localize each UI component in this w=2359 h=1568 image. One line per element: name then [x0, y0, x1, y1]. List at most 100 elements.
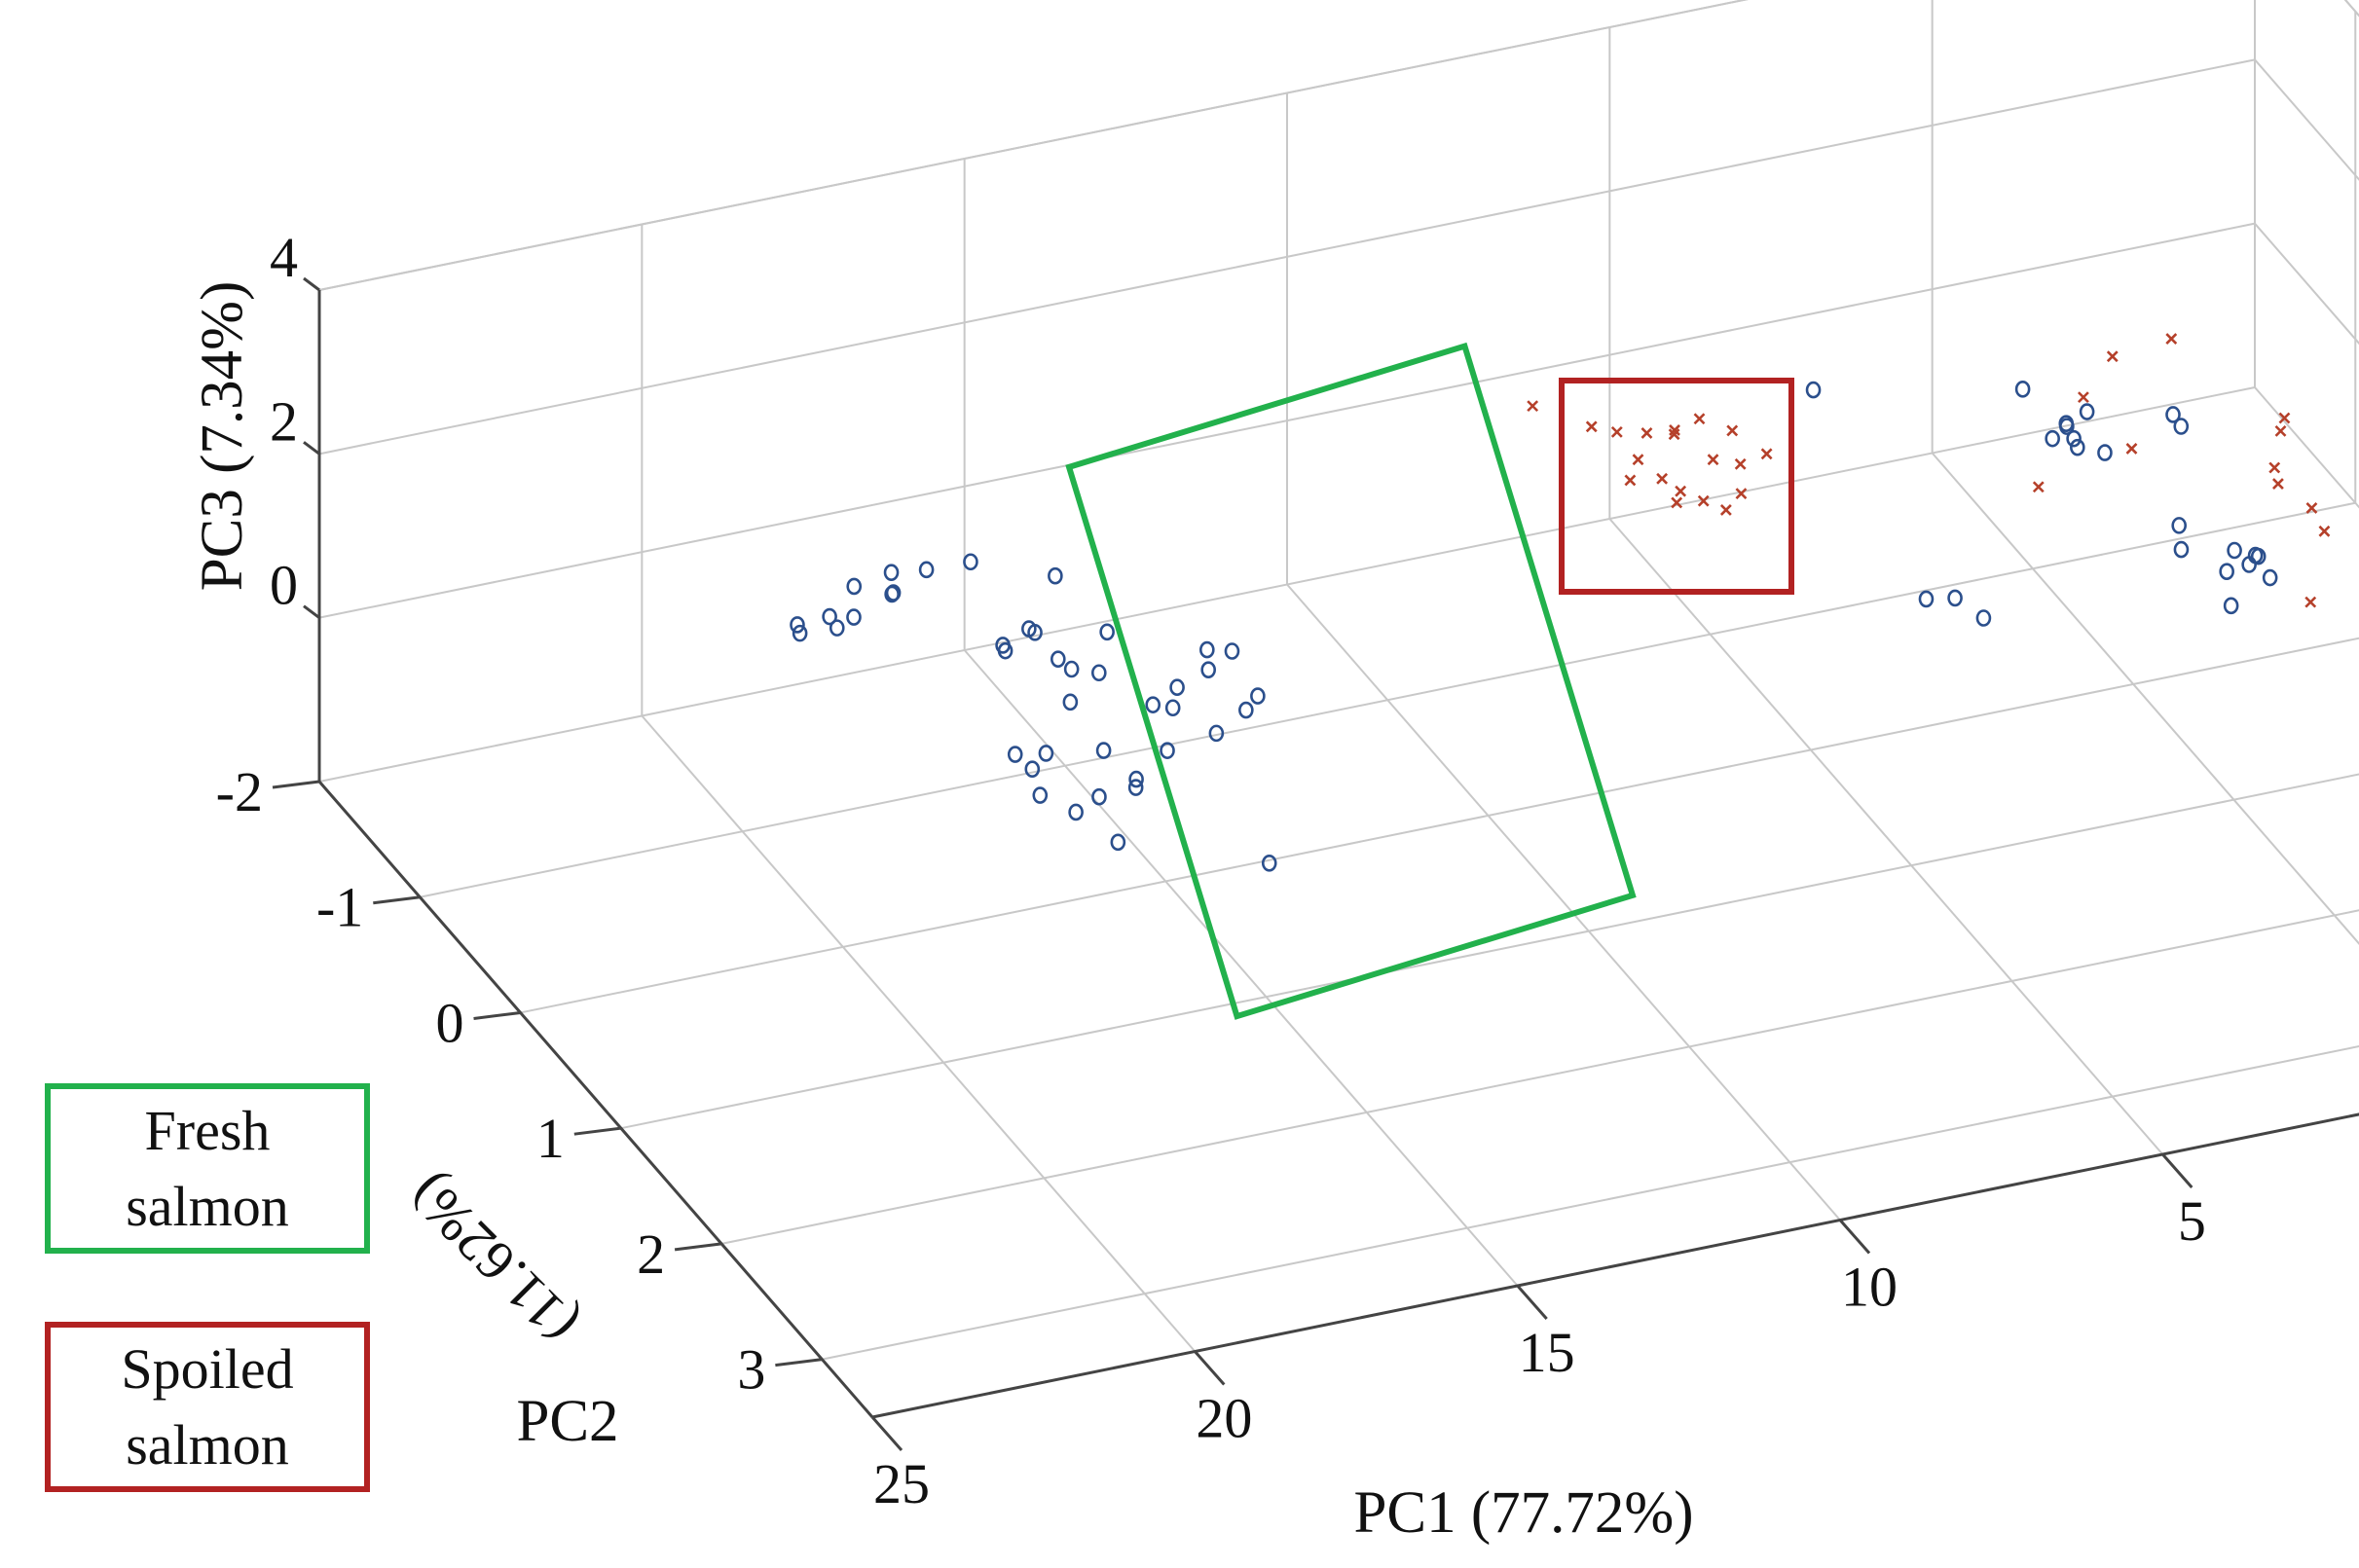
legend-spoiled-line1: Spoiled: [121, 1336, 294, 1401]
fresh-salmon-point: [2070, 438, 2085, 456]
spoiled-salmon-point: [1656, 472, 1669, 485]
spoiled-salmon-point: [2125, 442, 2138, 455]
spoiled-salmon-point: [1669, 423, 1680, 436]
x-tick-mark: [1516, 1285, 1548, 1320]
y-tick-label: -1: [316, 876, 363, 939]
spoiled-salmon-point: [2078, 391, 2089, 404]
spoiled-salmon-point: [2305, 501, 2318, 514]
spoiled-salmon-point: [1697, 494, 1710, 507]
x-tick-mark: [1838, 1219, 1871, 1255]
spoiled-salmon-point: [1735, 488, 1748, 500]
z-tick-mark: [303, 441, 320, 456]
fresh-salmon-point: [1091, 787, 1107, 806]
spoiled-salmon-point: [2165, 333, 2178, 345]
y-tick-label: 3: [737, 1338, 765, 1402]
fresh-salmon-point: [1068, 803, 1084, 821]
x-tick-mark: [870, 1416, 903, 1451]
fresh-salmon-point: [963, 553, 978, 571]
y-tick-mark: [272, 780, 320, 789]
fresh-salmon-point: [1027, 624, 1043, 641]
spoiled-salmon-point: [1726, 424, 1739, 437]
fresh-salmon-point: [2059, 418, 2075, 435]
spoiled-salmon-point: [1707, 454, 1719, 466]
fresh-salmon-point: [2045, 429, 2060, 448]
grid-line: [720, 909, 2359, 1245]
spoiled-salmon-point: [1585, 420, 1598, 433]
legend-spoiled-line2: salmon: [126, 1412, 289, 1477]
fresh-salmon-point: [918, 561, 935, 579]
y-tick-mark: [775, 1358, 823, 1367]
spoiled-salmon-point: [2304, 596, 2317, 608]
y-tick-mark: [373, 895, 421, 905]
spoiled-salmon-point: [1719, 504, 1732, 516]
spoiled-salmon-point: [2106, 350, 2119, 363]
fresh-salmon-point: [822, 607, 837, 626]
fresh-salmon-point: [2171, 517, 2188, 534]
y-axis-line: [317, 781, 874, 1418]
fresh-salmon-region-box: [1065, 342, 1637, 1020]
fresh-salmon-point: [1169, 678, 1185, 697]
grid-line: [2343, 0, 2359, 18]
spoiled-salmon-point: [1632, 454, 1644, 466]
y-tick-mark: [473, 1010, 521, 1020]
spoiled-salmon-point: [1671, 496, 1683, 509]
spoiled-salmon-point: [1527, 400, 1539, 413]
x-tick-label: 5: [2178, 1189, 2206, 1253]
grid-line: [2254, 386, 2359, 509]
fresh-salmon-point: [1918, 590, 1935, 608]
fresh-salmon-point: [1261, 855, 1277, 872]
spoiled-salmon-point: [2274, 424, 2287, 437]
z-tick-label: 4: [270, 226, 298, 289]
y-tick-label: 1: [536, 1107, 565, 1170]
z-tick-mark: [303, 276, 320, 292]
spoiled-salmon-point: [2272, 478, 2284, 491]
spoiled-salmon-point: [2318, 525, 2331, 537]
fresh-salmon-point: [1062, 693, 1079, 711]
grid-line: [2254, 223, 2359, 346]
fresh-salmon-point: [1975, 609, 1992, 627]
fresh-salmon-point: [1200, 661, 1216, 678]
grid-lines: [318, 0, 2359, 1418]
grid-line: [641, 714, 1197, 1353]
fresh-salmon-point: [1099, 623, 1115, 641]
x-tick-label: 25: [873, 1452, 930, 1515]
y-tick-mark: [573, 1126, 622, 1136]
y-axis-label: PC2: [516, 1389, 618, 1454]
fresh-salmon-point: [2173, 540, 2190, 559]
fresh-salmon-point: [1199, 640, 1215, 659]
spoiled-salmon-point: [1760, 448, 1773, 460]
fresh-salmon-point: [1024, 760, 1041, 778]
fresh-salmon-point: [1050, 650, 1066, 668]
grid-line: [1931, 452, 2359, 945]
fresh-salmon-point: [846, 608, 862, 626]
x-axis-line: [871, 1112, 2359, 1419]
y-axis-label-percent: (11.62%): [396, 1163, 589, 1356]
grid-line: [520, 637, 2359, 1014]
y-tick-mark: [674, 1242, 722, 1252]
fresh-salmon-point: [1164, 699, 1181, 717]
fresh-salmon-point: [1208, 724, 1225, 743]
fresh-salmon-point: [792, 624, 808, 642]
fresh-salmon-point: [2241, 556, 2257, 573]
fresh-salmon-point: [2262, 568, 2278, 587]
fresh-salmon-point: [1038, 745, 1054, 762]
grid-line: [318, 0, 1749, 291]
legend-fresh-salmon: Fresh salmon: [45, 1083, 370, 1254]
grid-line: [2254, 58, 2359, 181]
spoiled-salmon-point: [1675, 485, 1687, 497]
spoiled-salmon-point: [1610, 425, 1623, 438]
fresh-salmon-point: [2014, 381, 2031, 398]
x-tick-label: 10: [1841, 1256, 1898, 1319]
fresh-salmon-point: [2173, 418, 2190, 435]
fresh-salmon-point: [829, 619, 845, 637]
fresh-salmon-point: [1063, 660, 1080, 678]
x-tick-label: 15: [1519, 1321, 1575, 1384]
y-axis-label-name: PC2: [516, 1389, 618, 1454]
fresh-salmon-point: [884, 585, 900, 603]
x-tick-label: 20: [1196, 1387, 1252, 1450]
fresh-salmon-point: [1032, 786, 1049, 804]
fresh-salmon-point: [2219, 563, 2234, 581]
legend-fresh-line1: Fresh: [144, 1098, 271, 1162]
